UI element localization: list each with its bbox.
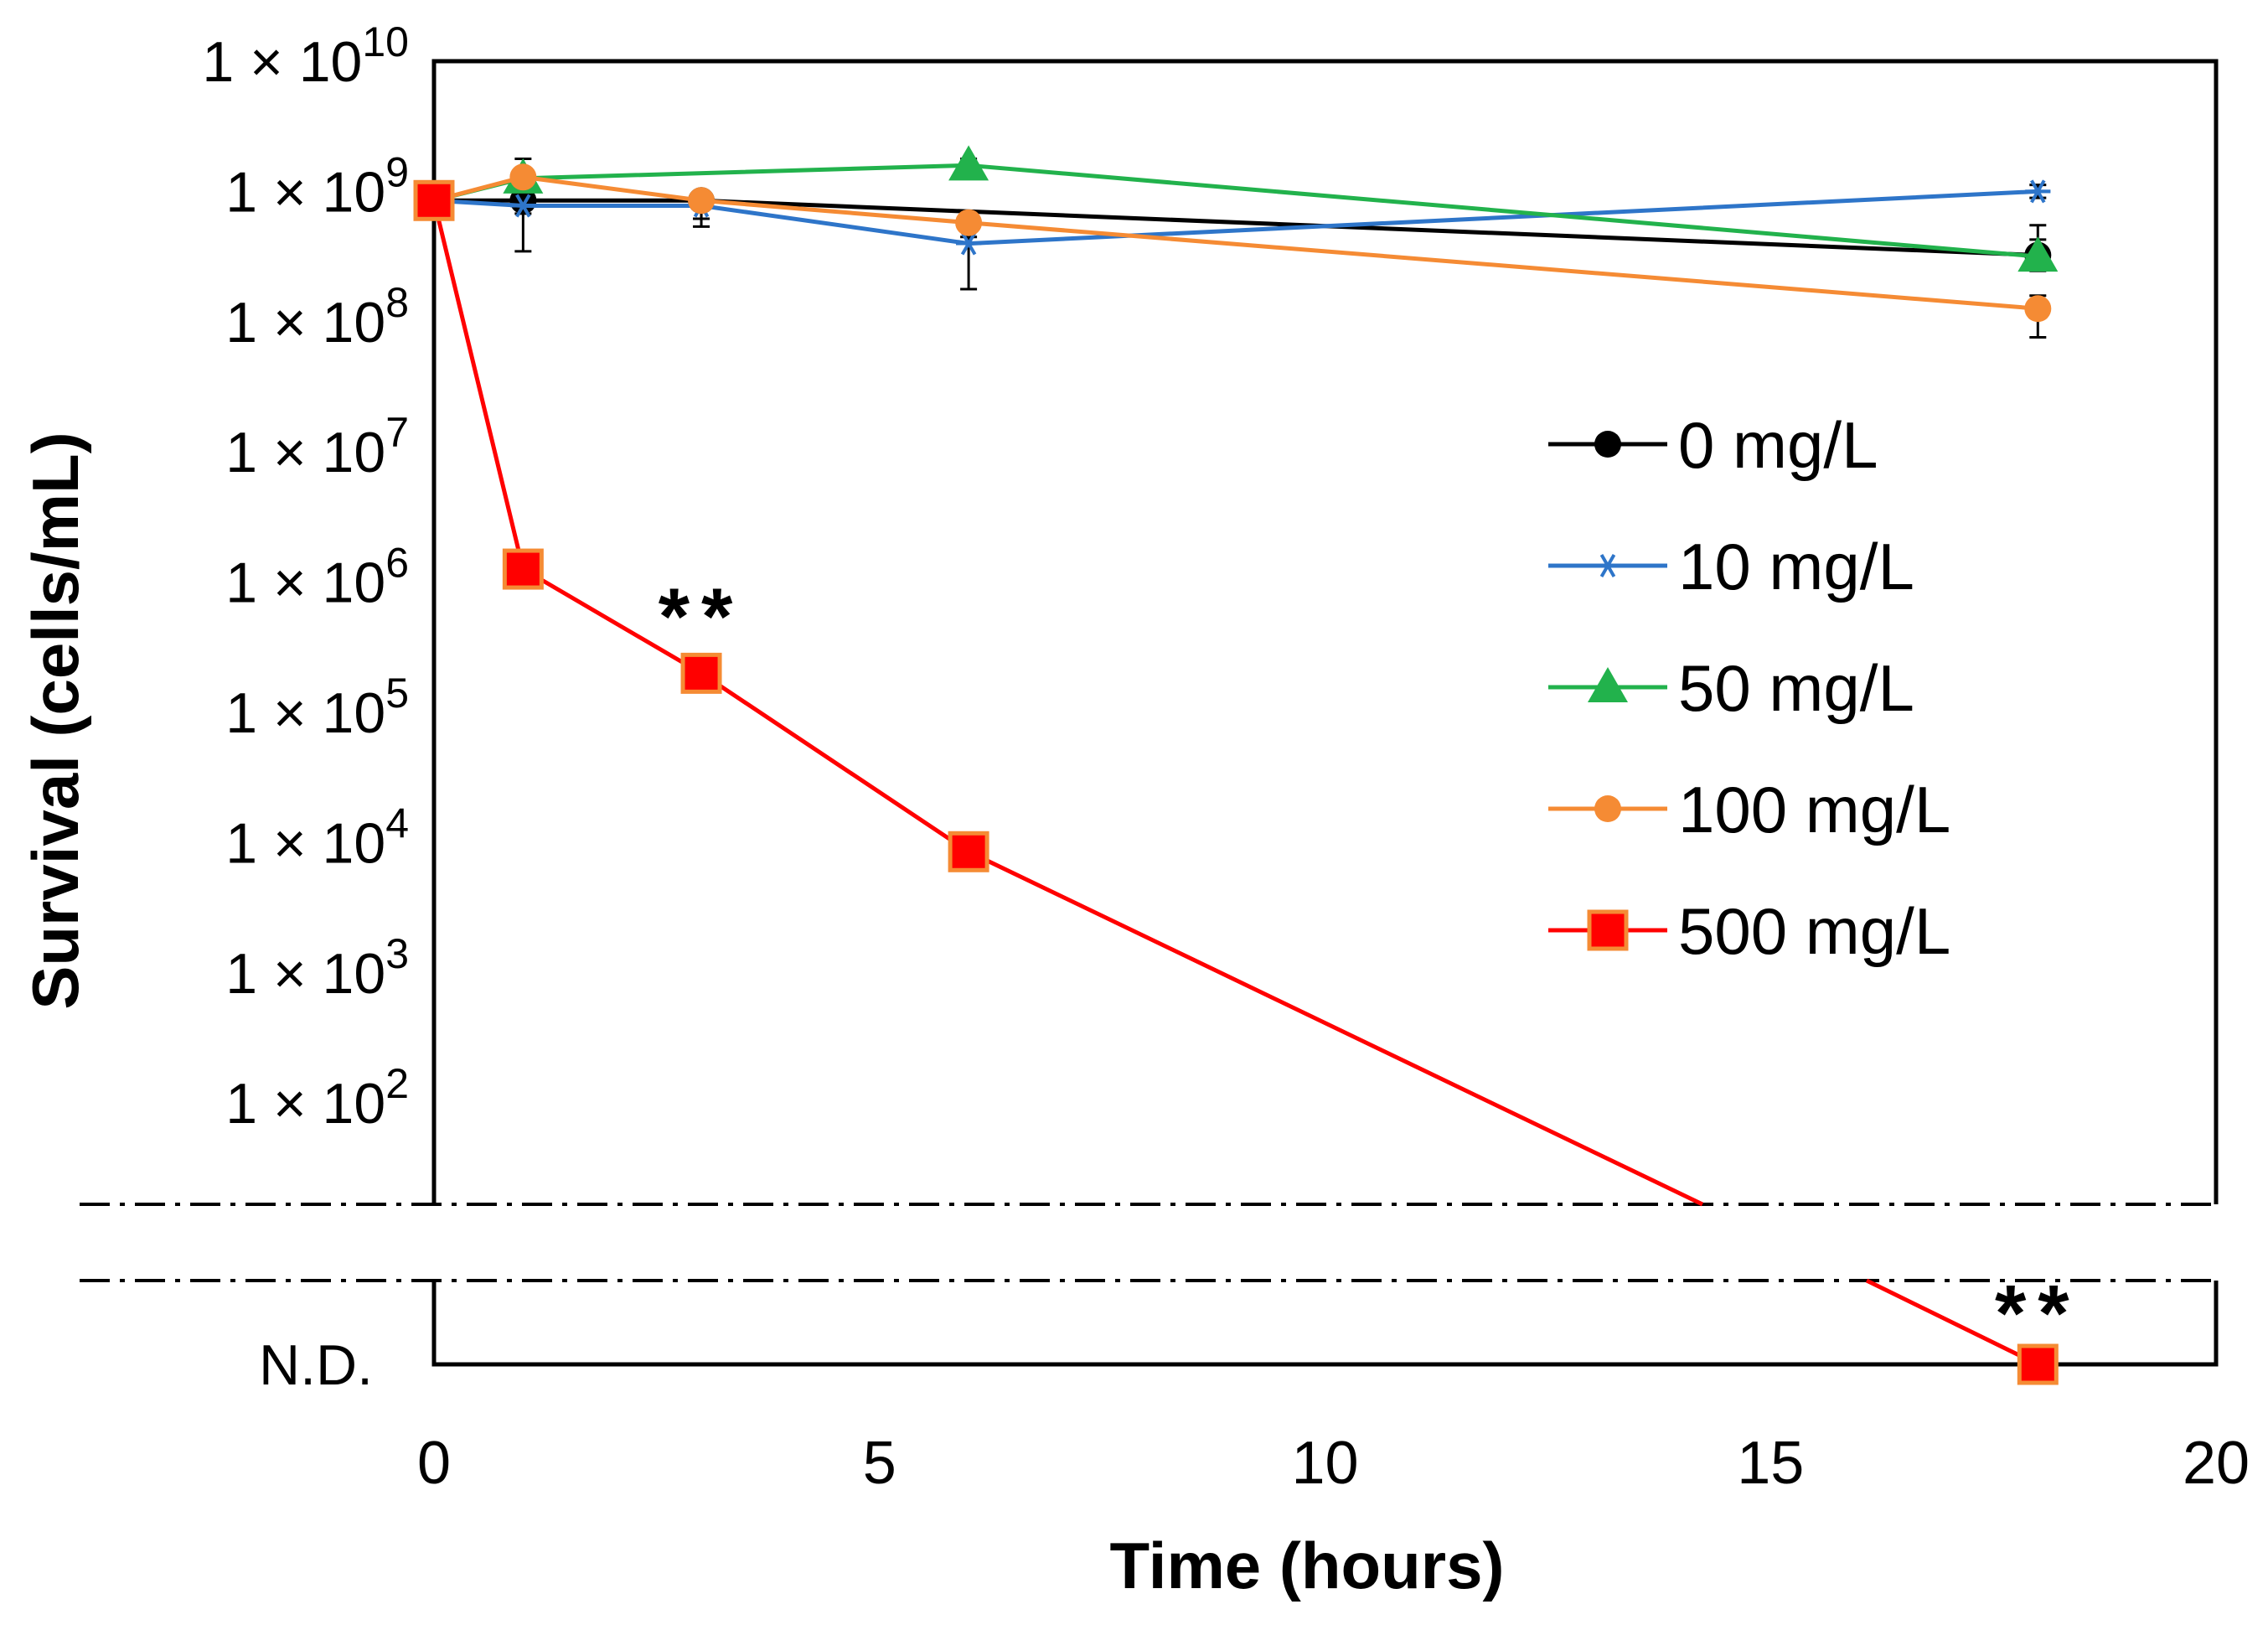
data-point (1594, 431, 1621, 458)
series-line (431, 199, 1704, 1207)
series-500-mg-l (413, 179, 2059, 1385)
data-point (510, 194, 536, 218)
x-tick-label: 15 (1737, 1430, 1804, 1497)
y-tick-label: 1 × 1010 (202, 18, 409, 94)
significance-marker: ** (1995, 1269, 2081, 1358)
y-tick-label: 1 × 103 (225, 930, 409, 1006)
legend-label: 10 mg/L (1678, 530, 1914, 603)
data-point (2017, 1343, 2059, 1385)
data-point (948, 145, 989, 181)
legend-item: 50 mg/L (1548, 651, 1914, 725)
x-tick-label: 10 (1291, 1430, 1358, 1497)
x-axis-title: Time (hours) (1110, 1529, 1505, 1602)
data-point (2024, 295, 2052, 323)
series-line (1865, 1278, 2039, 1367)
legend-item: 0 mg/L (1548, 408, 1878, 482)
axes: 1 × 1010 1 × 109 1 × 108 1 × 107 1 × 106 1 × … (80, 18, 2250, 1497)
x-tick-label: 0 (417, 1430, 451, 1497)
legend-label: 500 mg/L (1678, 894, 1950, 968)
data-point (413, 179, 455, 221)
plot-frame-upper (431, 59, 2219, 1204)
y-tick-label: 1 × 102 (225, 1060, 409, 1136)
series-line (434, 198, 2038, 258)
legend-item: 100 mg/L (1548, 773, 1950, 846)
legend-label: 50 mg/L (1678, 651, 1914, 725)
y-tick-label: 1 × 106 (225, 540, 409, 615)
y-axis-title: Survival (cells/mL) (18, 432, 92, 1009)
data-point (1588, 667, 1628, 702)
y-tick-nd: N.D. (259, 1333, 373, 1397)
legend-item: 500 mg/L (1548, 894, 1950, 968)
y-tick-label: 1 × 109 (225, 148, 409, 224)
data-point (502, 548, 544, 590)
plot-frame-lower (431, 1281, 2219, 1367)
data-point (1587, 909, 1629, 951)
data-point (956, 231, 982, 256)
legend-item: 10 mg/L (1548, 530, 1914, 603)
data-point (1594, 795, 1621, 822)
data-point (948, 831, 989, 872)
data-point (509, 163, 537, 191)
data-point (2025, 179, 2051, 204)
data-point (688, 187, 716, 215)
series-50-mg-l (414, 145, 2059, 272)
legend-label: 0 mg/L (1678, 408, 1878, 482)
data-point (2017, 236, 2059, 272)
legend: 0 mg/L 10 mg/L 50 mg/L 100 mg/L 500 mg/L (1548, 408, 1950, 968)
x-tick-label: 5 (863, 1430, 896, 1497)
data-point (680, 652, 722, 694)
y-tick-label: 1 × 104 (225, 800, 409, 875)
y-tick-label: 1 × 108 (225, 279, 409, 354)
y-tick-label: 1 × 105 (225, 670, 409, 745)
data-point (1595, 554, 1620, 577)
legend-label: 100 mg/L (1678, 773, 1950, 846)
y-tick-label: 1 × 107 (225, 409, 409, 484)
significance-marker: ** (659, 572, 745, 661)
x-tick-label: 20 (2183, 1430, 2250, 1497)
series-line (433, 174, 2038, 311)
series-layer: ** ** (413, 145, 2081, 1385)
data-point (955, 209, 983, 236)
